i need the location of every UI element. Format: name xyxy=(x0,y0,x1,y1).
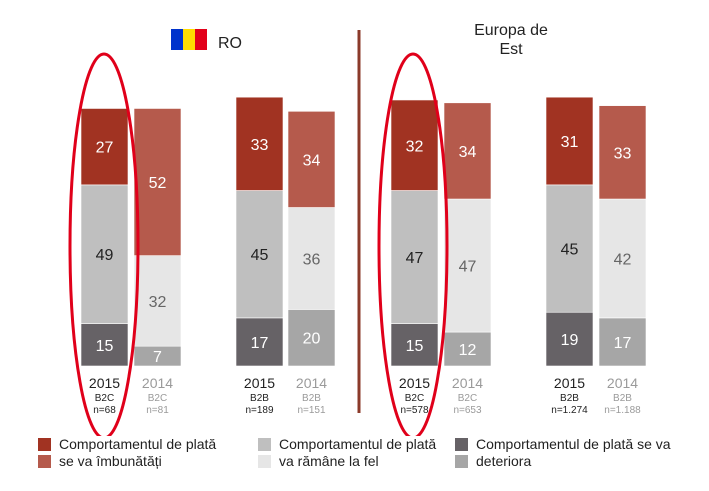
bar-6-segment-2 xyxy=(545,96,594,186)
panel-title-eu-line2: Est xyxy=(499,41,523,58)
bar-1-n-label: n=81 xyxy=(146,405,169,416)
bar-3-value-2: 34 xyxy=(303,152,321,169)
bar-6-segment-1 xyxy=(545,184,594,313)
bar-2-segment-2 xyxy=(235,96,284,191)
bar-3-segment-label: B2B xyxy=(302,393,321,404)
bar-7-value-1: 42 xyxy=(614,251,632,268)
bar-6-n-label: n=1.274 xyxy=(551,405,588,416)
panel-title-ro: RO xyxy=(218,35,242,52)
ro-flag-blue xyxy=(171,29,183,50)
bar-1-value-1: 32 xyxy=(149,294,167,311)
bar-0-value-2: 27 xyxy=(96,140,114,157)
bar-6-value-0: 19 xyxy=(561,332,579,349)
bar-1-value-2: 52 xyxy=(149,175,167,192)
bar-2-value-1: 45 xyxy=(251,247,269,264)
bar-4-value-1: 47 xyxy=(406,250,424,267)
bar-5-segment-label: B2C xyxy=(458,393,477,404)
bar-3-segment-2 xyxy=(287,111,336,208)
bar-5-segment-2 xyxy=(443,102,492,200)
bar-1-segment-1 xyxy=(133,255,182,347)
bar-4-segment-label: B2C xyxy=(405,393,424,404)
bar-3-value-1: 36 xyxy=(303,251,321,268)
bar-4-segment-2 xyxy=(390,99,439,191)
bar-1-segment-2 xyxy=(133,108,182,256)
bar-2-value-2: 33 xyxy=(251,137,269,154)
legend: Comportamentul de plată se va îmbunătăți… xyxy=(0,436,709,486)
bar-1-year-label: 2014 xyxy=(142,375,173,391)
bar-2-segment-1 xyxy=(235,190,284,319)
bar-0-value-0: 15 xyxy=(96,338,114,355)
legend-swatch-worse-2014 xyxy=(455,455,468,468)
legend-worse-line2: deteriora xyxy=(476,453,532,469)
bar-4-value-0: 15 xyxy=(406,338,424,355)
bar-4-n-label: n=578 xyxy=(400,405,429,416)
highlight-ellipse-2 xyxy=(377,52,449,436)
bar-7-segment-1 xyxy=(598,198,647,319)
bar-5-segment-1 xyxy=(443,198,492,333)
legend-improve-line2: se va îmbunătăți xyxy=(59,453,162,469)
bar-2-year-label: 2015 xyxy=(244,375,275,391)
bar-0-value-1: 49 xyxy=(96,247,114,264)
bar-0-segment-label: B2C xyxy=(95,393,114,404)
bar-2-value-0: 17 xyxy=(251,335,269,352)
legend-swatch-improve-2015 xyxy=(38,438,51,451)
bar-1-segment-label: B2C xyxy=(148,393,167,404)
bar-5-value-2: 34 xyxy=(459,144,477,161)
bar-0-year-label: 2015 xyxy=(89,375,120,391)
legend-same: Comportamentul de plată va rămâne la fel xyxy=(258,436,436,470)
ro-flag-yellow xyxy=(183,29,195,50)
bar-7-value-0: 17 xyxy=(614,335,632,352)
bar-7-value-2: 33 xyxy=(614,145,632,162)
bar-0-segment-1 xyxy=(80,184,129,324)
bar-3-segment-1 xyxy=(287,207,336,310)
legend-same-line1: Comportamentul de plată xyxy=(279,436,437,452)
bar-4-segment-0 xyxy=(390,323,439,367)
bar-3-n-label: n=151 xyxy=(297,405,326,416)
legend-same-line2: va rămâne la fel xyxy=(279,453,379,469)
bar-0-segment-0 xyxy=(80,323,129,367)
highlight-ellipse-1 xyxy=(68,52,140,436)
bar-5-year-label: 2014 xyxy=(452,375,483,391)
bar-1-value-0: 7 xyxy=(153,349,162,366)
bar-5-n-label: n=653 xyxy=(453,405,482,416)
legend-swatch-same-2014 xyxy=(258,455,271,468)
bar-4-value-2: 32 xyxy=(406,138,424,155)
legend-swatch-improve-2014 xyxy=(38,455,51,468)
legend-swatch-same-2015 xyxy=(258,438,271,451)
bar-6-value-2: 31 xyxy=(561,134,579,151)
bar-7-segment-label: B2B xyxy=(613,393,632,404)
legend-swatch-worse-2015 xyxy=(455,438,468,451)
legend-improve: Comportamentul de plată se va îmbunătăți xyxy=(38,436,216,470)
legend-worse: Comportamentul de plată se va deteriora xyxy=(455,436,671,470)
bar-7-year-label: 2014 xyxy=(607,375,638,391)
bar-6-value-1: 45 xyxy=(561,242,579,259)
bar-0-n-label: n=68 xyxy=(93,405,116,416)
bar-5-value-0: 12 xyxy=(459,342,477,359)
panel-title-eu-line1: Europa de xyxy=(474,22,548,39)
bar-4-year-label: 2015 xyxy=(399,375,430,391)
legend-worse-line1: Comportamentul de plată se va xyxy=(476,436,671,452)
stacked-bar-chart: 1549272015B2Cn=68732522014B2Cn=811745332… xyxy=(68,22,647,436)
bar-5-segment-0 xyxy=(443,331,492,367)
bar-6-segment-0 xyxy=(545,311,594,367)
bar-3-value-0: 20 xyxy=(303,331,321,348)
bar-7-n-label: n=1.188 xyxy=(604,405,641,416)
bar-3-year-label: 2014 xyxy=(296,375,327,391)
bar-5-value-1: 47 xyxy=(459,259,477,276)
legend-improve-line1: Comportamentul de plată xyxy=(59,436,217,452)
bar-0-segment-2 xyxy=(80,108,129,186)
bar-2-n-label: n=189 xyxy=(245,405,274,416)
bar-2-segment-label: B2B xyxy=(250,393,269,404)
ro-flag-red xyxy=(195,29,207,50)
bar-2-segment-0 xyxy=(235,317,284,367)
bar-6-year-label: 2015 xyxy=(554,375,585,391)
bar-4-segment-1 xyxy=(390,190,439,324)
bar-6-segment-label: B2B xyxy=(560,393,579,404)
bar-7-segment-2 xyxy=(598,105,647,200)
bar-3-segment-0 xyxy=(287,309,336,367)
